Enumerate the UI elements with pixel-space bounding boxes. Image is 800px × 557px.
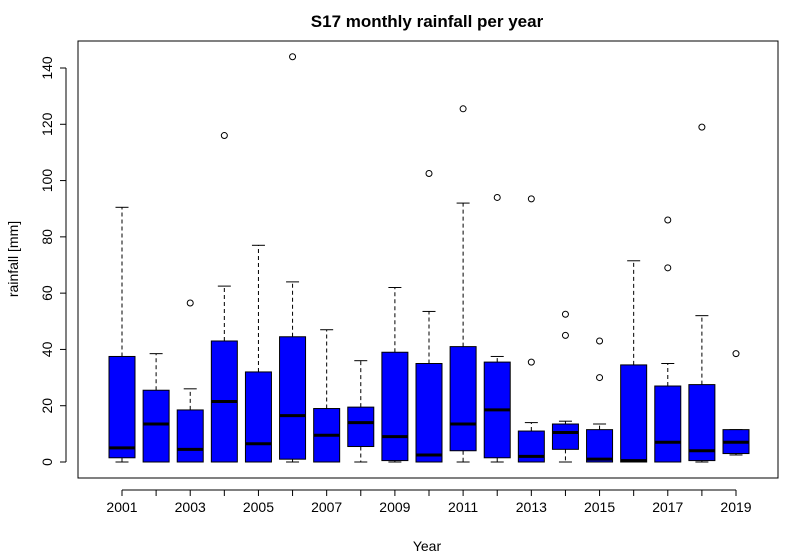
box-2005 — [244, 244, 272, 463]
y-tick-label: 120 — [39, 112, 55, 136]
box-2008 — [347, 360, 375, 463]
box-2012 — [483, 193, 511, 463]
x-tick-label: 2005 — [243, 499, 274, 515]
box-2007 — [313, 329, 341, 463]
outlier-point — [664, 216, 672, 224]
x-axis: 2001 2003 2005 2007 2009 2011 2013 2015 2017 2019 — [106, 489, 752, 515]
iqr-box — [176, 409, 204, 463]
x-tick-label: 2019 — [720, 499, 751, 515]
outlier-point — [596, 374, 604, 382]
y-axis-label: rainfall [mm] — [5, 221, 21, 297]
box-2006 — [279, 53, 307, 463]
iqr-box — [244, 371, 272, 463]
x-tick-label: 2017 — [652, 499, 683, 515]
outlier-point — [527, 195, 535, 203]
iqr-box — [108, 355, 136, 459]
y-tick-label: 100 — [39, 169, 55, 193]
x-tick-label: 2011 — [448, 499, 478, 515]
outlier-point — [596, 337, 604, 345]
boxes-group — [108, 53, 750, 463]
y-tick-label: 80 — [39, 229, 55, 245]
outlier-point — [220, 132, 228, 140]
outlier-point — [459, 105, 467, 113]
box-2013 — [517, 195, 545, 463]
x-tick-label: 2007 — [311, 499, 342, 515]
outlier-point — [186, 299, 194, 307]
outlier-point — [664, 264, 672, 272]
y-tick-label: 60 — [39, 285, 55, 301]
box-2004 — [210, 132, 238, 463]
iqr-box — [586, 429, 614, 463]
y-tick-label: 20 — [39, 398, 55, 414]
box-2019 — [722, 350, 750, 456]
box-2003 — [176, 299, 204, 463]
outlier-point — [493, 193, 501, 201]
iqr-box — [347, 406, 375, 448]
iqr-box — [688, 384, 716, 462]
iqr-box — [142, 389, 170, 463]
y-axis: 0 20 40 60 80 100 120 140 — [39, 56, 67, 466]
outlier-point — [561, 310, 569, 318]
x-tick-label: 2013 — [516, 499, 547, 515]
iqr-box — [620, 364, 648, 463]
outlier-point — [289, 53, 297, 61]
x-tick-label: 2009 — [379, 499, 410, 515]
iqr-box — [551, 423, 579, 450]
outlier-point — [698, 123, 706, 131]
iqr-box — [381, 351, 409, 462]
y-tick-label: 140 — [39, 56, 55, 80]
box-2002 — [142, 353, 170, 463]
plot-frame — [77, 40, 779, 479]
box-2015 — [586, 337, 614, 463]
box-2009 — [381, 287, 409, 463]
box-2018 — [688, 123, 716, 463]
box-2010 — [415, 170, 443, 463]
y-tick-label: 0 — [39, 458, 55, 466]
box-2001 — [108, 206, 136, 463]
x-tick-label: 2003 — [175, 499, 206, 515]
chart-title: S17 monthly rainfall per year — [311, 12, 544, 31]
iqr-box — [415, 363, 443, 463]
iqr-box — [449, 346, 477, 452]
outlier-point — [732, 350, 740, 358]
y-tick-label: 40 — [39, 341, 55, 357]
x-tick-label: 2015 — [584, 499, 615, 515]
box-2011 — [449, 105, 477, 463]
x-axis-label: Year — [413, 538, 442, 554]
box-2017 — [654, 216, 682, 463]
x-tick-label: 2001 — [106, 499, 137, 515]
outlier-point — [561, 331, 569, 339]
box-2014 — [551, 310, 579, 463]
outlier-point — [425, 170, 433, 178]
outlier-point — [527, 358, 535, 366]
box-2016 — [620, 260, 648, 463]
iqr-box — [654, 385, 682, 463]
iqr-box — [279, 336, 307, 460]
